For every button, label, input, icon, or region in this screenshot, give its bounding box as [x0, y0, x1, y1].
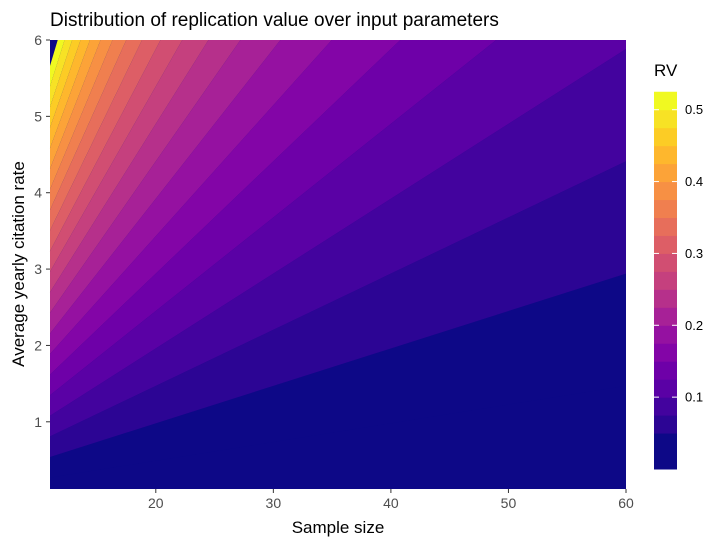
contour-band-2 — [50, 161, 626, 457]
contour-band-5 — [50, 40, 497, 396]
legend-swatch-13 — [654, 217, 677, 236]
contour-band-17 — [50, 40, 90, 149]
legend-tick-label: 0.3 — [685, 246, 703, 261]
contour-band-1 — [50, 273, 626, 478]
legend-tick-label: 0.4 — [685, 174, 703, 189]
contour-band-18 — [50, 40, 81, 128]
legend-swatch-20 — [654, 91, 677, 111]
contour-band-19 — [50, 40, 73, 107]
legend-swatch-10 — [654, 271, 677, 290]
y-tick-label: 2 — [34, 337, 42, 353]
y-tick-label: 3 — [34, 261, 42, 277]
y-axis: 1 2 3 4 5 6 — [34, 32, 50, 430]
contour-band-16 — [50, 40, 101, 169]
y-tick-label: 5 — [34, 108, 42, 124]
legend-colorbar — [654, 91, 677, 470]
legend-tick-label: 0.1 — [685, 390, 703, 405]
x-tick-label: 30 — [266, 495, 282, 511]
contour-bands — [50, 40, 626, 478]
x-tick-label: 50 — [501, 495, 517, 511]
contour-band-3 — [50, 48, 626, 437]
contour-band-10 — [50, 40, 209, 293]
y-tick-label: 4 — [34, 185, 42, 201]
legend-swatch-14 — [654, 199, 677, 218]
y-tick-label: 6 — [34, 32, 42, 48]
contour-band-14 — [50, 40, 127, 210]
legend-swatch-9 — [654, 289, 677, 308]
contour-band-13 — [50, 40, 143, 231]
x-axis-title: Sample size — [292, 518, 385, 537]
x-tick-label: 40 — [383, 495, 399, 511]
legend-swatch-17 — [654, 145, 677, 165]
legend-tick-label: 0.5 — [685, 102, 703, 117]
legend-swatch-2 — [654, 415, 677, 434]
x-axis: 20 30 40 50 60 — [148, 489, 634, 511]
legend-swatch-3 — [654, 397, 677, 416]
legend-swatch-18 — [654, 127, 677, 147]
legend-swatch-7 — [654, 325, 677, 344]
legend-title: RV — [654, 61, 678, 80]
contour-band-15 — [50, 40, 113, 190]
contour-band-12 — [50, 40, 161, 252]
legend-swatch-8 — [654, 307, 677, 326]
contour-band-20 — [50, 40, 65, 87]
contour-band-9 — [50, 40, 241, 313]
x-tick-label: 20 — [148, 495, 164, 511]
legend-swatch-15 — [654, 181, 677, 201]
chart-title: Distribution of replication value over i… — [50, 10, 499, 31]
legend: RV 0.1 0.2 0.3 0.4 0.5 — [654, 61, 703, 470]
legend-ticks: 0.1 0.2 0.3 0.4 0.5 — [654, 102, 703, 405]
y-tick-label: 1 — [34, 414, 42, 430]
legend-swatch-4 — [654, 379, 677, 398]
contour-band-6 — [50, 40, 401, 375]
x-tick-label: 60 — [618, 495, 634, 511]
legend-swatch-6 — [654, 343, 677, 362]
legend-tick-label: 0.2 — [685, 318, 703, 333]
contour-band-7 — [50, 40, 332, 355]
y-axis-title: Average yearly citation rate — [9, 161, 28, 367]
legend-swatch-19 — [654, 109, 677, 129]
contour-band-8 — [50, 40, 281, 334]
contour-band-11 — [50, 40, 183, 272]
legend-swatch-16 — [654, 163, 677, 183]
legend-swatch-5 — [654, 361, 677, 380]
contour-band-4 — [50, 40, 626, 416]
legend-swatch-1 — [654, 433, 677, 470]
legend-swatch-12 — [654, 235, 677, 254]
legend-swatch-11 — [654, 253, 677, 272]
plot-area — [50, 40, 626, 489]
